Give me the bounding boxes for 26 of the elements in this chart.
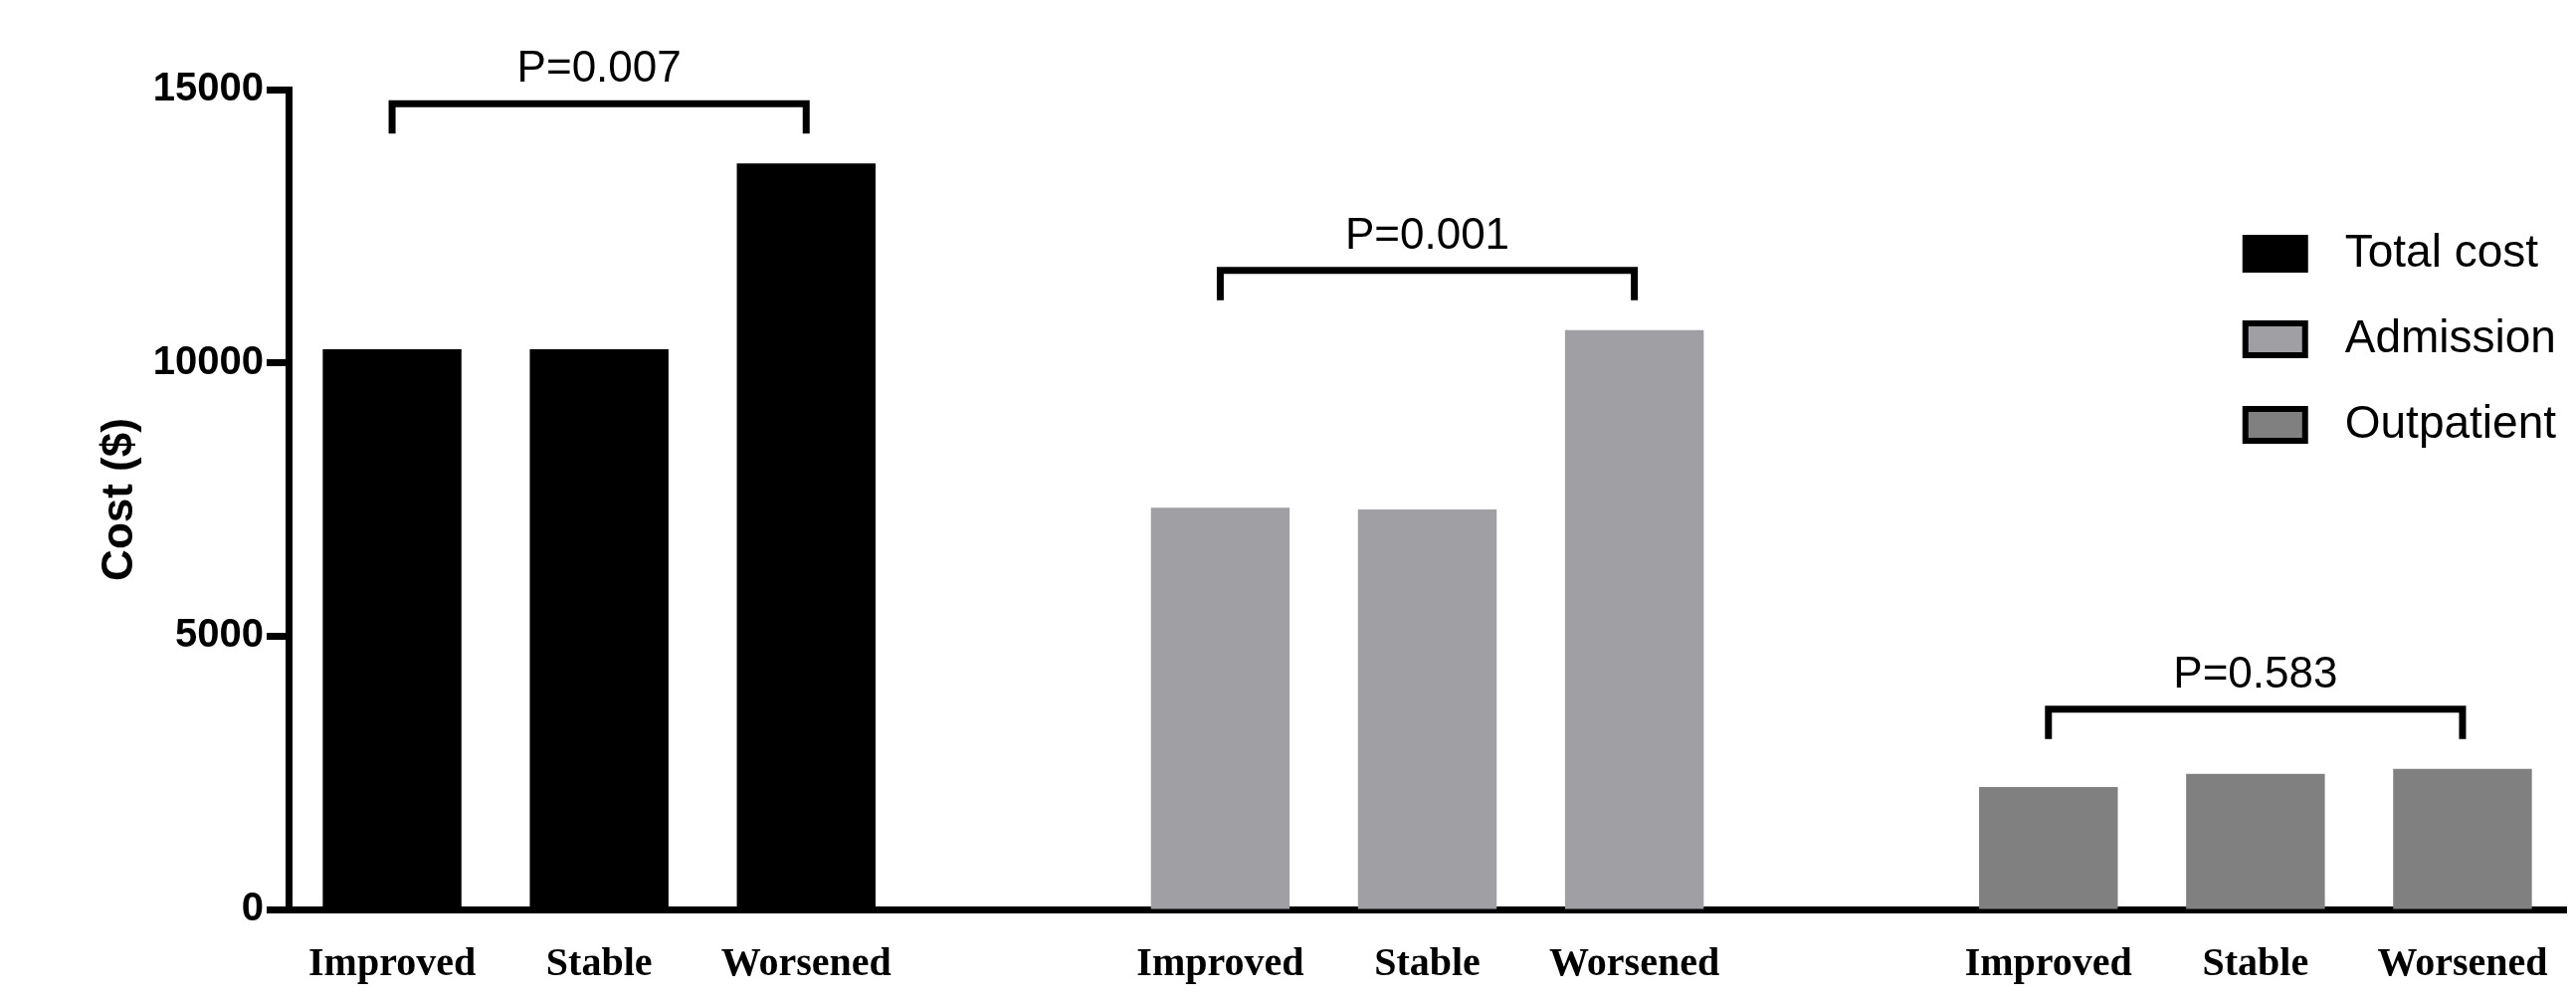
annotation: P=0.001 bbox=[1344, 208, 1510, 258]
y-tick-label: 10000 bbox=[152, 337, 265, 382]
legend-label: Outpatient bbox=[2344, 395, 2557, 448]
x-tick-label: Improved bbox=[307, 939, 477, 985]
x-tick-label: Worsened bbox=[1549, 939, 1720, 985]
y-tick-label: 15000 bbox=[152, 65, 265, 109]
x-tick-label: Stable bbox=[2202, 939, 2309, 985]
bar bbox=[2186, 773, 2325, 909]
bar bbox=[1979, 786, 2118, 909]
x-tick-label: Stable bbox=[545, 939, 653, 985]
y-axis-title: Cost ($) bbox=[92, 418, 141, 581]
y-tick-label: 0 bbox=[241, 885, 265, 929]
x-tick-label: Worsened bbox=[720, 939, 892, 985]
legend-label: Total cost bbox=[2344, 224, 2539, 277]
legend-label: Admission bbox=[2344, 309, 2556, 362]
annotation: P=0.007 bbox=[516, 42, 682, 92]
x-tick-label: Improved bbox=[1964, 939, 2132, 985]
annotation: P=0.583 bbox=[2173, 647, 2338, 697]
x-tick-label: Improved bbox=[1136, 939, 1304, 985]
bar bbox=[1150, 507, 1290, 909]
y-tick-label: 5000 bbox=[175, 611, 265, 656]
bar bbox=[2393, 768, 2532, 909]
x-tick-label: Worsened bbox=[2377, 939, 2548, 985]
bar bbox=[1564, 329, 1704, 909]
x-tick-label: Stable bbox=[1374, 939, 1481, 985]
bar bbox=[1357, 508, 1497, 909]
